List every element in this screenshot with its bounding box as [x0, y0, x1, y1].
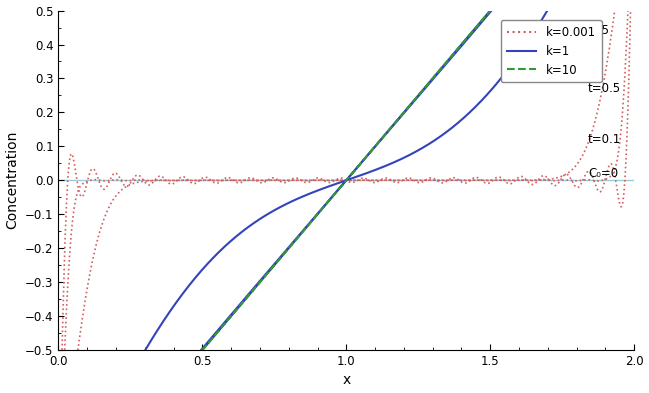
Y-axis label: Concentration: Concentration: [6, 131, 19, 230]
Legend: k=0.001, k=1, k=10: k=0.001, k=1, k=10: [501, 20, 602, 83]
X-axis label: x: x: [342, 373, 350, 387]
Text: t=0.1: t=0.1: [588, 133, 621, 146]
Text: t=5: t=5: [588, 24, 610, 37]
Text: C₀=0: C₀=0: [588, 167, 618, 180]
Text: t=0.5: t=0.5: [588, 82, 621, 95]
